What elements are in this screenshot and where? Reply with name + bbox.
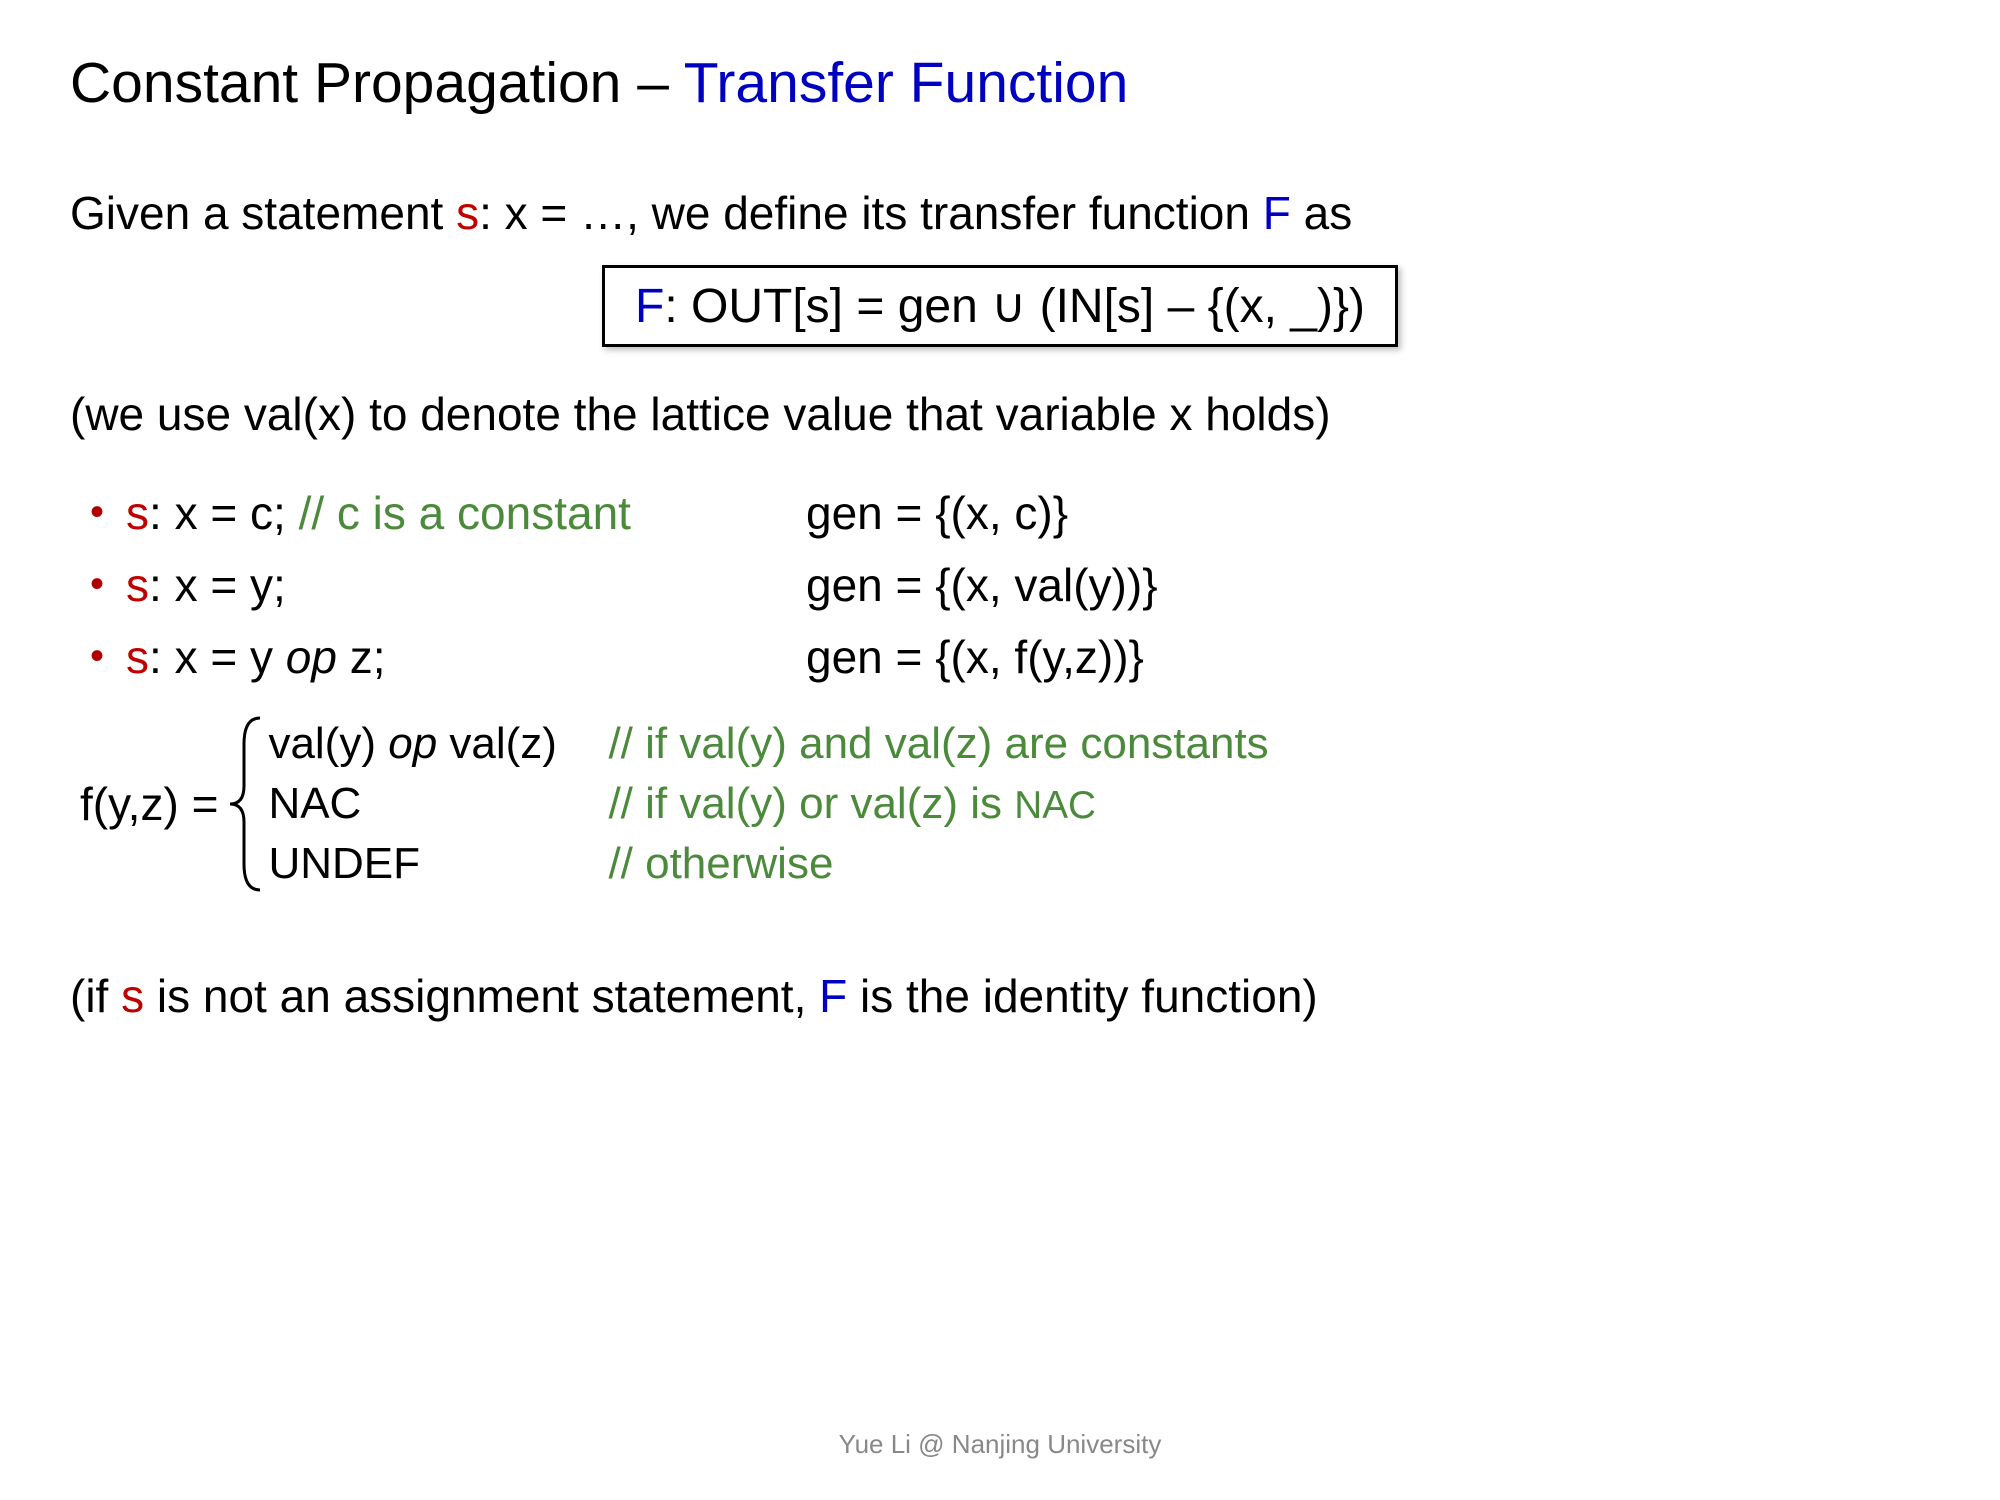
bullet-op: op <box>286 631 337 683</box>
bullet-s: s <box>126 631 149 683</box>
piece-value: val(y) op val(z) <box>268 715 608 772</box>
closing-line: (if s is not an assignment statement, F … <box>70 969 1930 1023</box>
bullet-s: s <box>126 559 149 611</box>
subnote: (we use val(x) to denote the lattice val… <box>70 387 1930 441</box>
brace-icon <box>226 714 268 894</box>
bullet-left: s: x = y; <box>126 558 806 612</box>
piece-val-b: val(z) <box>437 719 557 768</box>
piece-comment-a: // if val(y) or val(z) is <box>608 779 1014 828</box>
piecewise-cases: val(y) op val(z) // if val(y) and val(z)… <box>268 714 1268 894</box>
piece-value: NAC <box>268 775 608 832</box>
intro-t2: : x = …, we define its transfer function <box>479 187 1263 239</box>
piece-comment: // otherwise <box>608 835 833 892</box>
bullet-list: • s: x = c; // c is a constant gen = {(x… <box>90 486 1930 684</box>
formula-F: F <box>635 280 664 333</box>
bullet-left: s: x = c; // c is a constant <box>126 486 806 540</box>
piece-comment-small: NAC <box>1014 784 1096 827</box>
closing-t1: (if <box>70 970 121 1022</box>
bullet-comment: // c is a constant <box>299 487 631 539</box>
bullet-text-a: : x = y <box>149 631 286 683</box>
bullet-left: s: x = y op z; <box>126 630 806 684</box>
piece-comment: // if val(y) and val(z) are constants <box>608 715 1268 772</box>
bullet-gen: gen = {(x, f(y,z))} <box>806 630 1144 684</box>
piece-line: UNDEF // otherwise <box>268 835 1268 892</box>
piecewise-label: f(y,z) = <box>80 777 218 831</box>
closing-t3: is the identity function) <box>847 970 1317 1022</box>
formula-rest: : OUT[s] = gen ∪ (IN[s] – {(x, _)}) <box>664 280 1365 333</box>
bullet-icon: • <box>90 564 104 604</box>
intro-line: Given a statement s: x = …, we define it… <box>70 186 1930 240</box>
slide-title: Constant Propagation – Transfer Function <box>70 50 1930 116</box>
closing-s: s <box>121 970 144 1022</box>
footer: Yue Li @ Nanjing University <box>0 1429 2000 1460</box>
piece-line: val(y) op val(z) // if val(y) and val(z)… <box>268 715 1268 772</box>
bullet-icon: • <box>90 492 104 532</box>
bullet-gen: gen = {(x, val(y))} <box>806 558 1158 612</box>
bullet-s: s <box>126 487 149 539</box>
intro-t3: as <box>1291 187 1352 239</box>
intro-s: s <box>456 187 479 239</box>
bullet-text: : x = y; <box>149 559 286 611</box>
formula-box: F: OUT[s] = gen ∪ (IN[s] – {(x, _)}) <box>602 265 1398 347</box>
bullet-row: • s: x = y; gen = {(x, val(y))} <box>90 558 1930 612</box>
bullet-row: • s: x = c; // c is a constant gen = {(x… <box>90 486 1930 540</box>
piecewise: f(y,z) = val(y) op val(z) // if val(y) a… <box>70 714 1930 894</box>
title-text-1: Constant Propagation – <box>70 51 684 115</box>
title-text-2: Transfer Function <box>684 51 1129 115</box>
closing-F: F <box>819 970 847 1022</box>
bullet-row: • s: x = y op z; gen = {(x, f(y,z))} <box>90 630 1930 684</box>
piece-line: NAC // if val(y) or val(z) is NAC <box>268 775 1268 832</box>
bullet-gen: gen = {(x, c)} <box>806 486 1068 540</box>
intro-F: F <box>1263 187 1291 239</box>
bullet-text: : x = c; <box>149 487 299 539</box>
piece-value: UNDEF <box>268 835 608 892</box>
piece-comment: // if val(y) or val(z) is NAC <box>608 775 1096 832</box>
closing-t2: is not an assignment statement, <box>144 970 819 1022</box>
bullet-text-b: z; <box>337 631 386 683</box>
piece-val-a: val(y) <box>268 719 388 768</box>
intro-t1: Given a statement <box>70 187 456 239</box>
piece-op: op <box>388 719 437 768</box>
bullet-icon: • <box>90 636 104 676</box>
formula-container: F: OUT[s] = gen ∪ (IN[s] – {(x, _)}) <box>70 265 1930 347</box>
